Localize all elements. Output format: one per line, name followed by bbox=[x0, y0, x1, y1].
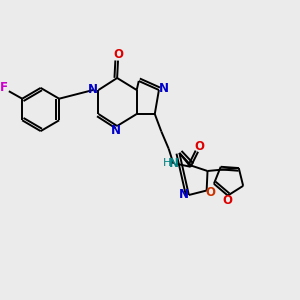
Text: N: N bbox=[169, 157, 179, 170]
Text: H: H bbox=[163, 158, 172, 168]
Text: F: F bbox=[0, 81, 8, 94]
Text: N: N bbox=[178, 188, 188, 201]
Text: O: O bbox=[223, 194, 233, 208]
Text: N: N bbox=[111, 124, 121, 137]
Text: N: N bbox=[159, 82, 169, 95]
Text: O: O bbox=[194, 140, 205, 153]
Text: N: N bbox=[88, 83, 98, 96]
Text: O: O bbox=[113, 48, 123, 61]
Text: O: O bbox=[206, 186, 216, 199]
